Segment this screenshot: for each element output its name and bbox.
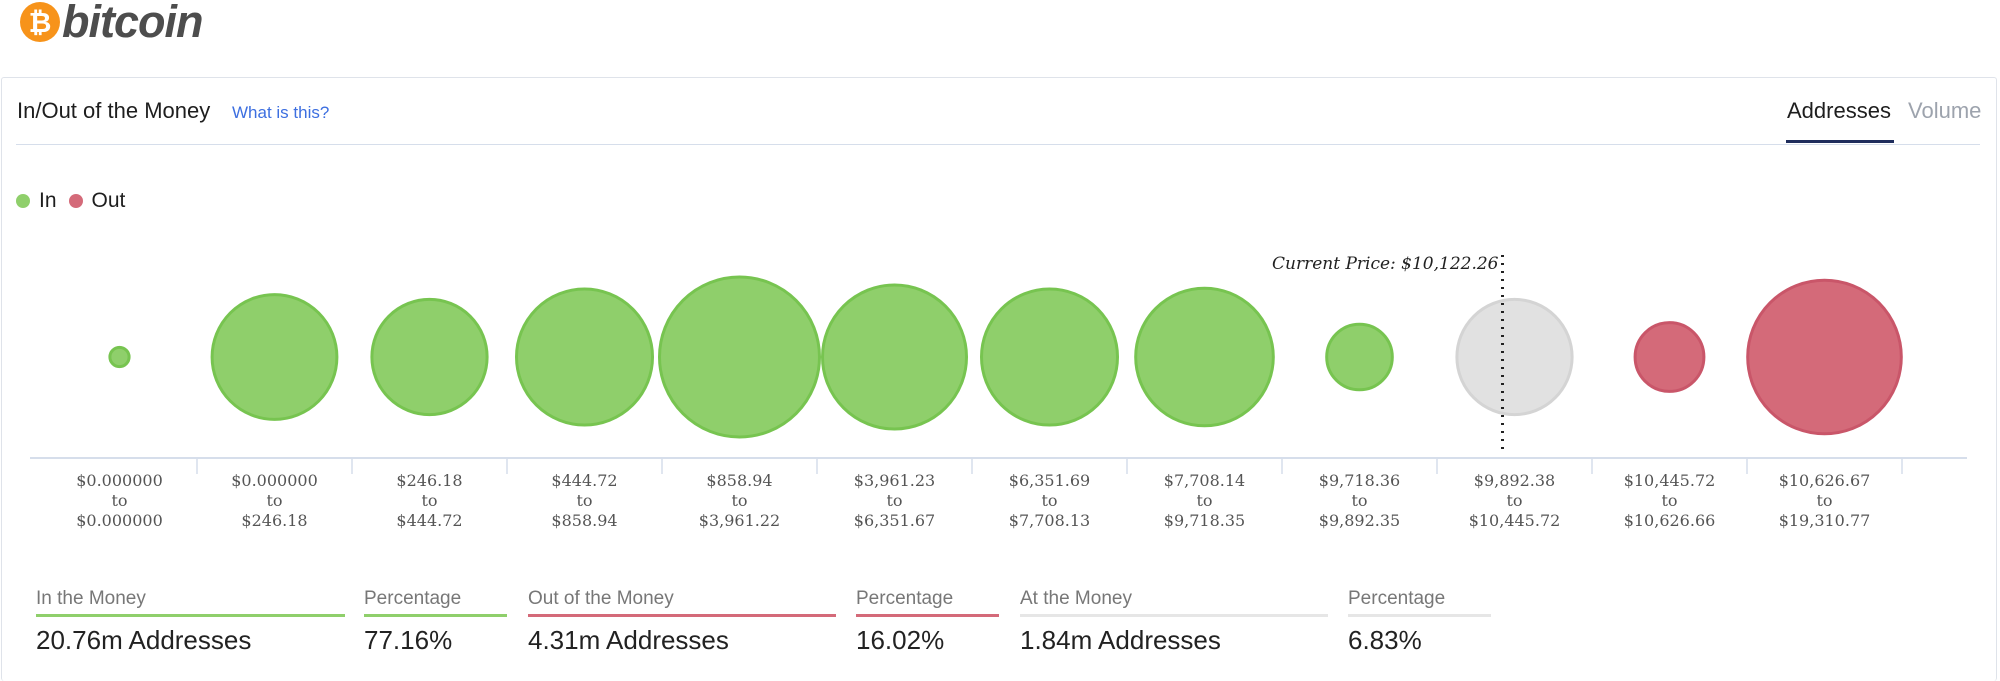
panel-title: In/Out of the Money <box>17 98 211 123</box>
tab-volume[interactable]: Volume <box>1908 98 1982 123</box>
tick-label-to: $246.18 <box>241 511 307 530</box>
tick-label-to: $9,892.35 <box>1319 511 1400 530</box>
bubble-in[interactable] <box>821 283 968 431</box>
bubble-in[interactable] <box>1325 322 1394 392</box>
tick-label-from: $858.94 <box>706 471 772 490</box>
summary-stat: Percentage 6.83% <box>1348 588 1491 656</box>
bubble-out[interactable] <box>1633 321 1706 393</box>
tick-label-connector: to <box>421 491 437 510</box>
tick-label-from: $6,351.69 <box>1009 471 1090 490</box>
tick-label-connector: to <box>1506 491 1522 510</box>
tick-label-connector: to <box>576 491 592 510</box>
current-price-label: Current Price: $10,122.26 <box>1272 254 1499 274</box>
legend-out-dot-icon <box>68 194 83 208</box>
bubble-chart: $0.000000to$0.000000$0.000000to$246.18$2… <box>30 254 1967 530</box>
tick-label-to: $7,708.13 <box>1009 511 1090 530</box>
summary-stat-value: 4.31m Addresses <box>528 625 729 655</box>
bubble-in[interactable] <box>515 287 654 427</box>
summary-stat-label: Percentage <box>1348 588 1446 609</box>
tick-label-to: $9,718.35 <box>1164 511 1245 530</box>
tick-label-connector: to <box>731 491 747 510</box>
header-divider <box>16 144 1980 145</box>
legend-in-label: In <box>39 189 57 212</box>
summary-stat-value: 6.83% <box>1348 625 1422 655</box>
summary-stat-rule <box>1020 614 1328 617</box>
legend-in-dot-icon <box>16 194 30 208</box>
summary-stat-label: Percentage <box>364 588 462 609</box>
tick-label-from: $9,892.38 <box>1474 471 1555 490</box>
what-is-this-link[interactable]: What is this? <box>232 103 330 122</box>
tick-label-connector: to <box>886 491 902 510</box>
brand-name: bitcoin <box>62 0 203 47</box>
legend-item-in[interactable]: In <box>16 189 57 213</box>
legend-item-out[interactable]: Out <box>68 189 126 213</box>
tick-label-to: $3,961.22 <box>699 511 780 530</box>
bubble-in[interactable] <box>1134 286 1275 428</box>
bubble-in[interactable] <box>658 275 821 439</box>
summary-stat-value: 77.16% <box>364 625 453 655</box>
tick-label-connector: to <box>1661 491 1677 510</box>
summary-stat-rule <box>856 614 999 617</box>
tick-label-to: $19,310.77 <box>1779 511 1871 530</box>
tick-label-from: $0.000000 <box>76 471 163 490</box>
tick-label-connector: to <box>111 491 127 510</box>
summary-stat: Out of the Money 4.31m Addresses <box>528 588 836 656</box>
summary-stat-rule <box>1348 614 1491 617</box>
summary-stat-label: At the Money <box>1020 588 1132 609</box>
tick-label-to: $444.72 <box>396 511 462 530</box>
summary-stat-label: Out of the Money <box>528 588 674 609</box>
tick-label-connector: to <box>1196 491 1212 510</box>
bubble-out[interactable] <box>1746 278 1903 436</box>
summary-stat-value: 20.76m Addresses <box>36 625 252 655</box>
tab-addresses[interactable]: Addresses <box>1787 98 1891 123</box>
bubble-in[interactable] <box>370 297 489 417</box>
bubble-in[interactable] <box>980 287 1119 427</box>
in-out-money-panel: In/Out of the Money What is this? Addres… <box>1 77 1997 681</box>
summary-stat-value: 1.84m Addresses <box>1020 625 1221 655</box>
tick-label-connector: to <box>1041 491 1057 510</box>
bubble-in[interactable] <box>108 345 131 369</box>
active-tab-indicator <box>1786 140 1894 143</box>
bubble-in[interactable] <box>210 293 339 421</box>
tick-label-to: $10,445.72 <box>1469 511 1561 530</box>
tick-label-from: $3,961.23 <box>854 471 935 490</box>
tick-label-from: $10,445.72 <box>1624 471 1716 490</box>
tick-label-to: $10,626.66 <box>1624 511 1716 530</box>
chart-legend: In Out <box>16 189 137 213</box>
tick-label-connector: to <box>1816 491 1832 510</box>
summary-stat: Percentage 16.02% <box>856 588 999 656</box>
tick-label-from: $9,718.36 <box>1319 471 1400 490</box>
tick-label-from: $246.18 <box>396 471 462 490</box>
tick-label-from: $0.000000 <box>231 471 318 490</box>
summary-stat: In the Money 20.76m Addresses <box>36 588 345 656</box>
legend-out-label: Out <box>91 189 126 212</box>
bitcoin-coin-icon: ₿ <box>20 2 60 42</box>
summary-stat: At the Money 1.84m Addresses <box>1020 588 1328 656</box>
bitcoin-logo: ₿ bitcoin <box>20 0 203 47</box>
bubble-at[interactable] <box>1455 297 1574 417</box>
tick-label-from: $444.72 <box>551 471 617 490</box>
tick-label-to: $0.000000 <box>76 511 163 530</box>
tick-label-to: $6,351.67 <box>854 511 935 530</box>
summary-stat-label: Percentage <box>856 588 954 609</box>
summary-stat-rule <box>528 614 836 617</box>
summary-stat-rule <box>364 614 507 617</box>
tick-label-to: $858.94 <box>551 511 617 530</box>
tick-label-connector: to <box>1351 491 1367 510</box>
summary-stat-rule <box>36 614 345 617</box>
tick-label-from: $7,708.14 <box>1164 471 1245 490</box>
summary-stat: Percentage 77.16% <box>364 588 507 656</box>
summary-stat-label: In the Money <box>36 588 146 609</box>
tick-label-connector: to <box>266 491 282 510</box>
tick-label-from: $10,626.67 <box>1779 471 1871 490</box>
summary-stat-value: 16.02% <box>856 625 945 655</box>
